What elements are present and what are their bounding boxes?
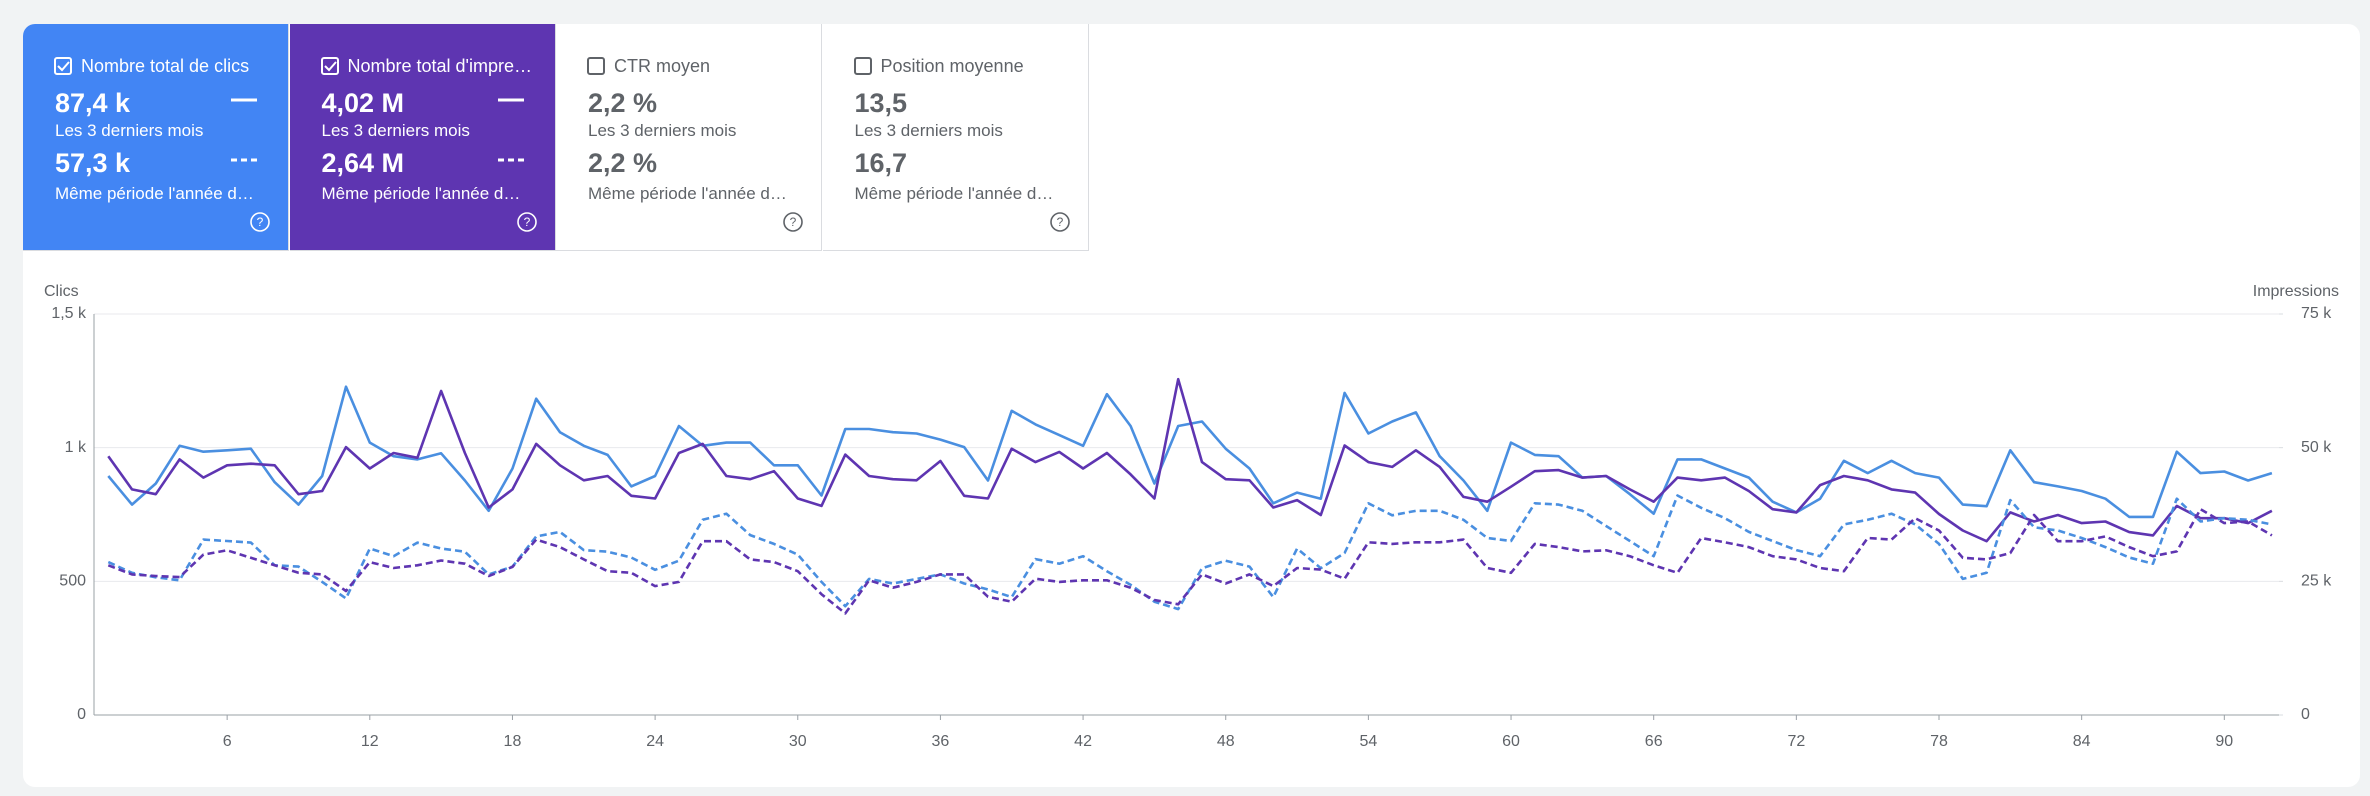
metric-period: Les 3 derniers mois [854, 121, 1003, 140]
metric-value: 13,5 [854, 88, 908, 118]
help-icon [1049, 212, 1070, 232]
x-tick-label: 84 [2073, 733, 2091, 750]
x-tick-label: 60 [1502, 733, 1520, 750]
metric-card[interactable]: Nombre total d'impre… 4,02 M Les 3 dernier… [289, 24, 556, 251]
metric-value-prev: 2,64 M [321, 148, 405, 178]
checkbox [320, 57, 339, 75]
metric-value: 4,02 M [321, 88, 405, 118]
x-tick-label: 30 [789, 733, 807, 750]
x-tick-label: 42 [1074, 733, 1092, 750]
y-tick-label: 1,5 k [51, 305, 87, 322]
metric-card[interactable]: CTR moyen 2,2 % Les 3 derniers mois 2,2 % Mê… [556, 24, 822, 251]
y-axis-label: Clics [44, 283, 79, 300]
metric-value-prev: 57,3 k [55, 148, 131, 178]
metric-value: 2,2 % [588, 88, 658, 118]
checkmark [323, 61, 337, 72]
metric-value-prev: 2,2 % [588, 148, 658, 178]
y-tick-label: 1 k [65, 439, 87, 456]
help-glyph: ? [257, 215, 264, 229]
metric-period: Les 3 derniers mois [588, 121, 737, 140]
y2-tick-label: 0 [2301, 706, 2310, 723]
metric-period: Les 3 derniers mois [321, 121, 470, 140]
metric-period-prev: Même période l'année d… [55, 184, 254, 203]
x-tick-label: 12 [361, 733, 379, 750]
metric-card[interactable]: Position moyenne 13,5 Les 3 derniers mois 1… [822, 24, 1089, 251]
x-tick-label: 48 [1217, 733, 1235, 750]
checkbox [54, 57, 72, 75]
checkbox [853, 57, 872, 75]
metric-value-prev: 16,7 [854, 148, 908, 178]
checkmark [57, 61, 70, 72]
metric-period-prev: Même période l'année d… [588, 184, 787, 203]
card-icons: ? [853, 57, 1070, 232]
metric-label: Nombre total d'impre… [347, 56, 533, 76]
metric-label: Nombre total de clics [81, 56, 250, 76]
performance-panel: Clics Impressions 0 500 1 k 1,5 k 0 25 k 50 k 7… [23, 24, 2360, 787]
x-tick-label: 54 [1359, 733, 1377, 750]
x-tick-label: 78 [1930, 733, 1948, 750]
line-series [107, 385, 2273, 519]
help-glyph: ? [1056, 215, 1063, 229]
x-tick-label: 36 [932, 733, 950, 750]
card-icons: ? [587, 57, 803, 232]
line-series-previous [107, 494, 2273, 611]
x-tick-label: 24 [646, 733, 664, 750]
help-icon [516, 212, 537, 232]
help-glyph: ? [790, 215, 797, 229]
y2-tick-label: 25 k [2301, 573, 2332, 590]
metric-period-prev: Même période l'année d… [321, 184, 521, 203]
y2-axis-label: Impressions [2253, 283, 2339, 300]
y-tick-label: 500 [59, 573, 86, 590]
checkbox [587, 57, 605, 75]
y-tick-label: 0 [77, 706, 86, 723]
help-icon [250, 212, 270, 232]
x-tick-label: 18 [504, 733, 522, 750]
y2-tick-label: 75 k [2301, 305, 2332, 322]
card-icons: ? [54, 57, 270, 232]
metric-label: CTR moyen [614, 56, 711, 76]
chart: Clics Impressions 0 500 1 k 1,5 k 0 25 k 50 k 7… [44, 283, 2339, 750]
metric-label: Position moyenne [880, 56, 1024, 76]
x-tick-label: 66 [1645, 733, 1663, 750]
metric-card[interactable]: Nombre total de clics 87,4 k Les 3 dernier… [23, 24, 289, 251]
metric-period: Les 3 derniers mois [55, 121, 204, 140]
x-tick-label: 72 [1787, 733, 1805, 750]
line-series [107, 377, 2273, 543]
help-glyph: ? [523, 215, 530, 229]
line-series-previous [107, 507, 2273, 615]
y2-tick-label: 50 k [2301, 439, 2332, 456]
card-icons: ? [320, 57, 537, 232]
x-tick-label: 6 [223, 733, 232, 750]
metric-period-prev: Même période l'année d… [854, 184, 1054, 203]
metric-value: 87,4 k [55, 88, 131, 118]
help-icon [783, 212, 803, 232]
x-tick-label: 90 [2215, 733, 2233, 750]
